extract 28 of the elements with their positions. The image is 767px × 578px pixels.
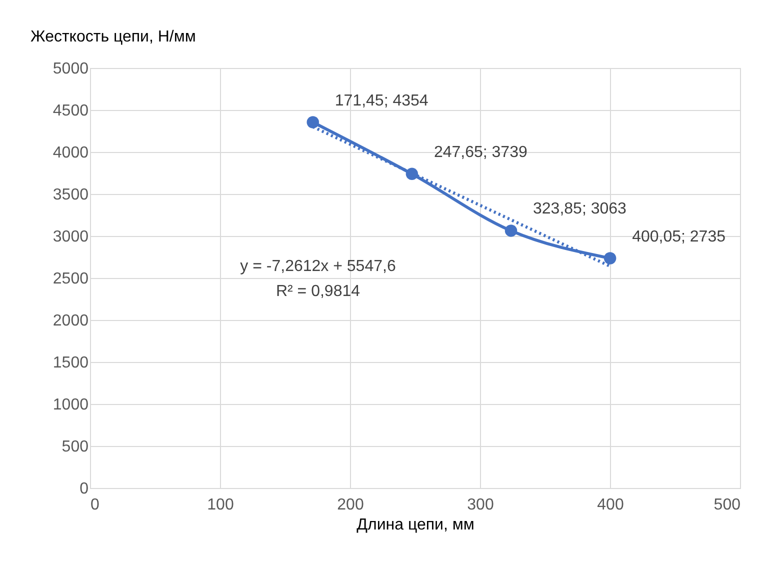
y-tick-label: 0 — [80, 480, 89, 498]
point — [504, 224, 518, 237]
y-tick-label: 1000 — [52, 396, 89, 414]
annotation: y = -7,2612x + 5547,6 — [240, 258, 396, 275]
data-label: 247,65; 3739 — [434, 144, 528, 161]
x-tick-label: 100 — [207, 496, 234, 514]
x-tick-label: 200 — [337, 496, 364, 514]
data-label: 171,45; 4354 — [334, 92, 428, 110]
x-tick-label: 400 — [597, 496, 624, 514]
point — [306, 116, 320, 128]
y-tick-label: 4500 — [52, 102, 89, 120]
y-tick-label: 4000 — [52, 144, 89, 162]
y-tick-label: 2000 — [52, 312, 89, 330]
y-tick-label: 2500 — [52, 270, 89, 288]
point — [604, 252, 616, 264]
x-axis-title: Длина цепи, мм — [356, 516, 474, 534]
y-tick-label: 1500 — [52, 354, 89, 372]
x-tick-label: 500 — [714, 496, 741, 514]
annotation: R² = 0,9814 — [276, 283, 360, 300]
y-axis-title: Жесткость цепи, Н/мм — [30, 28, 196, 46]
x-tick-label: 0 — [90, 496, 100, 514]
x-tick-label: 300 — [467, 496, 494, 514]
data-label: 400,05; 2735 — [632, 228, 726, 246]
y-tick-label: 500 — [62, 438, 89, 456]
y-tick-label: 5000 — [52, 60, 89, 78]
y-tick-label: 3500 — [52, 186, 89, 204]
y-tick-label: 3000 — [52, 228, 89, 246]
data-label: 323,85; 3063 — [533, 200, 627, 218]
